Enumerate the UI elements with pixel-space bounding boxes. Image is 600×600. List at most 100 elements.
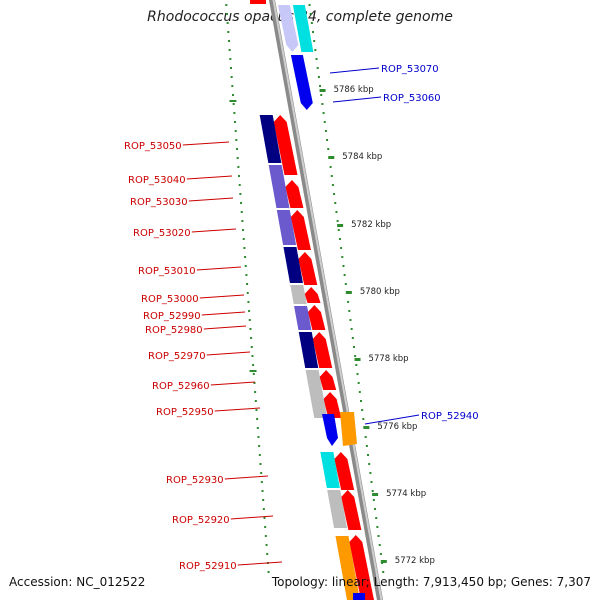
scale-dot [262,508,265,510]
scale-dot [344,283,347,285]
scale-dot [266,553,269,555]
scale-dot [322,112,325,114]
scale-dot [228,49,231,51]
scale-tick [372,493,379,496]
scale-dot [340,247,343,249]
scale-dot [362,418,365,420]
gene-block-grey [327,490,348,528]
scale-dot [234,121,237,123]
gene-block-left [305,370,328,418]
scale-dot [342,265,345,267]
scale-dot [244,265,247,267]
scale-dot [382,571,385,573]
scale-dot [241,220,244,222]
scale-dot [323,121,326,123]
gene-block-red [312,332,333,368]
scale-label: 5780 kbp [360,287,400,297]
scale-dot [234,130,237,132]
scale-dot [350,328,353,330]
gene-label-left: ROP_53020 [133,228,191,239]
gene-block-blue [353,593,365,600]
gene-block-lavender [277,5,299,52]
leader-line-left [210,381,256,386]
leader-line-left [199,294,245,299]
leader-line-left [237,561,283,566]
scale-dot [225,13,228,15]
scale-dot [230,76,233,78]
scale-dot [319,85,322,87]
scale-dot [326,139,329,141]
scale-dot [379,553,382,555]
gene-label-right: ROP_53070 [381,64,439,75]
scale-dot [347,301,350,303]
gene-label-left: ROP_52930 [166,475,224,486]
scale-dot [229,58,232,60]
scale-dot [308,4,311,6]
leader-line-left [206,351,251,356]
scale-dot [358,391,361,393]
scale-dot [327,148,330,150]
gene-block-red [273,115,298,175]
gene-block-red-top [250,0,266,4]
scale-dot [236,157,239,159]
scale-dot [231,85,234,87]
scale-dot [316,67,319,69]
scale-dot [254,400,257,402]
label-leaders [182,67,420,566]
scale-dot [349,319,352,321]
gene-block-red [323,392,342,418]
gene-block-left [259,115,282,163]
scale-dot [265,544,268,546]
scale-dot [372,499,375,501]
gene-label-left: ROP_52980 [145,325,203,336]
gene-block-left [290,285,307,304]
gene-block-red [349,535,374,600]
scale-dot [375,517,378,519]
leader-line-left [196,266,242,271]
leader-line-left [182,141,230,146]
scale-dot [252,373,255,375]
scale-label: 5786 kbp [334,85,374,95]
scale-dot [310,22,313,24]
scale-dot [313,40,316,42]
scale-label: 5772 kbp [395,556,435,566]
scale-dot [242,238,245,240]
scale-dot [371,490,374,492]
scale-tick [337,224,344,227]
scale-dot [237,166,240,168]
scale-dot [238,184,241,186]
scale-dot [260,481,263,483]
leader-line-left [191,228,237,233]
backbone-highlight [272,0,383,600]
scale-dot [314,49,317,51]
scale-dot [352,346,355,348]
scale-tick [345,291,352,294]
scale-dot [250,337,253,339]
scale-dot [376,526,379,528]
scale-dot [331,184,334,186]
scale-dot [364,436,367,438]
scale-dot [329,166,332,168]
scale-dot [315,58,318,60]
scale-dot [246,283,249,285]
gene-block-left [268,165,290,208]
gene-block-orange [340,412,357,446]
scale-dot [255,409,258,411]
scale-tick [354,358,361,361]
scale-dot [351,337,354,339]
scale-tick [328,156,335,159]
scale-dot [267,571,270,573]
scale-dot [227,40,230,42]
scale-dot [254,391,257,393]
scale-dot [309,13,312,15]
scale-dot [260,472,263,474]
scale-dot [317,76,320,78]
scale-dot [256,427,259,429]
gene-label-left: ROP_53010 [138,266,196,277]
gene-label-left: ROP_53040 [128,175,186,186]
gene-labels: ROP_53050 ROP_53040 ROP_53030 ROP_53020 ROP_… [124,64,479,572]
scale-dot [247,301,250,303]
scale-label: 5784 kbp [342,152,382,162]
scale-dot [259,463,262,465]
